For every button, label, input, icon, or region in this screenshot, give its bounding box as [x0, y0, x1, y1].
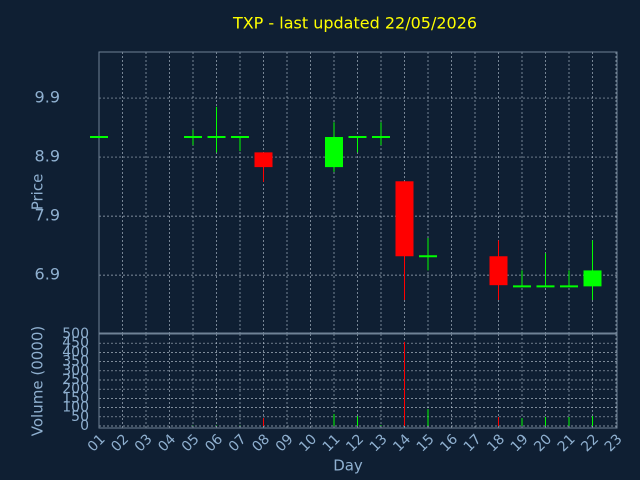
- volume-tick-label: 500: [62, 326, 89, 342]
- candle-body: [207, 136, 226, 139]
- candle-body: [536, 285, 555, 288]
- volume-tick-label: 0: [80, 418, 89, 434]
- volume-tick-label: 100: [62, 400, 89, 416]
- candle-body: [90, 136, 108, 139]
- candle-body: [419, 255, 437, 258]
- candle-body: [184, 136, 202, 139]
- y-axis-label: Price: [29, 174, 47, 211]
- candle-body: [325, 137, 343, 168]
- y-tick-label: 6.9: [35, 265, 60, 284]
- candle-body: [583, 270, 602, 287]
- candle-body: [254, 152, 273, 168]
- plot-frame: [98, 51, 618, 334]
- x-axis-label: Day: [333, 457, 363, 475]
- candle-body: [395, 181, 414, 257]
- volume-tick-label: 50: [71, 409, 89, 425]
- y-tick-label: 7.9: [35, 206, 60, 225]
- candle-body: [560, 285, 578, 288]
- volume-tick-label: 400: [62, 344, 89, 360]
- candle-body: [513, 285, 531, 288]
- volume-tick-label: 250: [62, 372, 89, 388]
- y-tick-label: 8.9: [35, 147, 60, 166]
- volume-tick-label: 350: [62, 354, 89, 370]
- y-tick-label: 9.9: [35, 88, 60, 107]
- volume-tick-label: 300: [62, 363, 89, 379]
- volume-tick-label: 200: [62, 381, 89, 397]
- chart-title: TXP - last updated 22/05/2026: [232, 14, 477, 33]
- volume-tick-label: 450: [62, 335, 89, 351]
- candle-body: [348, 136, 367, 139]
- volume-tick-label: 150: [62, 390, 89, 406]
- candle-body: [231, 136, 249, 139]
- candle-body: [489, 256, 508, 286]
- volume-frame: [98, 333, 618, 429]
- volume-axis-label: Volume (0000): [29, 326, 47, 436]
- candle-body: [372, 136, 390, 139]
